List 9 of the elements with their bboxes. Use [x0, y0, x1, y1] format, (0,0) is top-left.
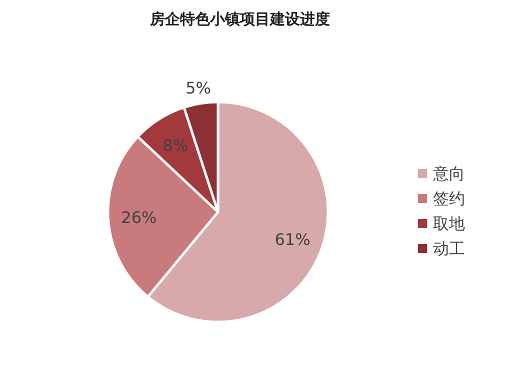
legend-label: 取地 [433, 214, 465, 233]
legend-label: 签约 [433, 189, 465, 208]
data-label: 61% [274, 230, 310, 249]
data-label: 8% [162, 136, 188, 156]
chart-title: 房企特色小镇项目建设进度 [149, 10, 330, 28]
data-label: 26% [121, 208, 157, 227]
data-label: 5% [186, 78, 211, 98]
legend-label: 动工 [433, 239, 465, 258]
legend-label: 意向 [432, 164, 465, 183]
